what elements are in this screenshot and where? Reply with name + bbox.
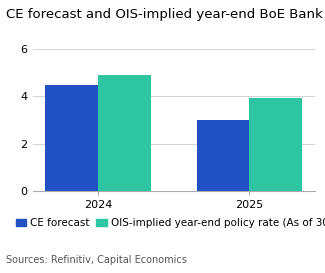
Text: Sources: Refinitiv, Capital Economics: Sources: Refinitiv, Capital Economics: [6, 255, 188, 265]
Bar: [197, 120, 250, 191]
Text: CE forecast and OIS-implied year-end BoE Bank rate (%): CE forecast and OIS-implied year-end BoE…: [6, 8, 325, 21]
Bar: [250, 98, 302, 191]
Bar: [46, 85, 98, 191]
Legend: CE forecast, OIS-implied year-end policy rate (As of 30/05/2024): CE forecast, OIS-implied year-end policy…: [12, 214, 325, 232]
Bar: [98, 75, 151, 191]
